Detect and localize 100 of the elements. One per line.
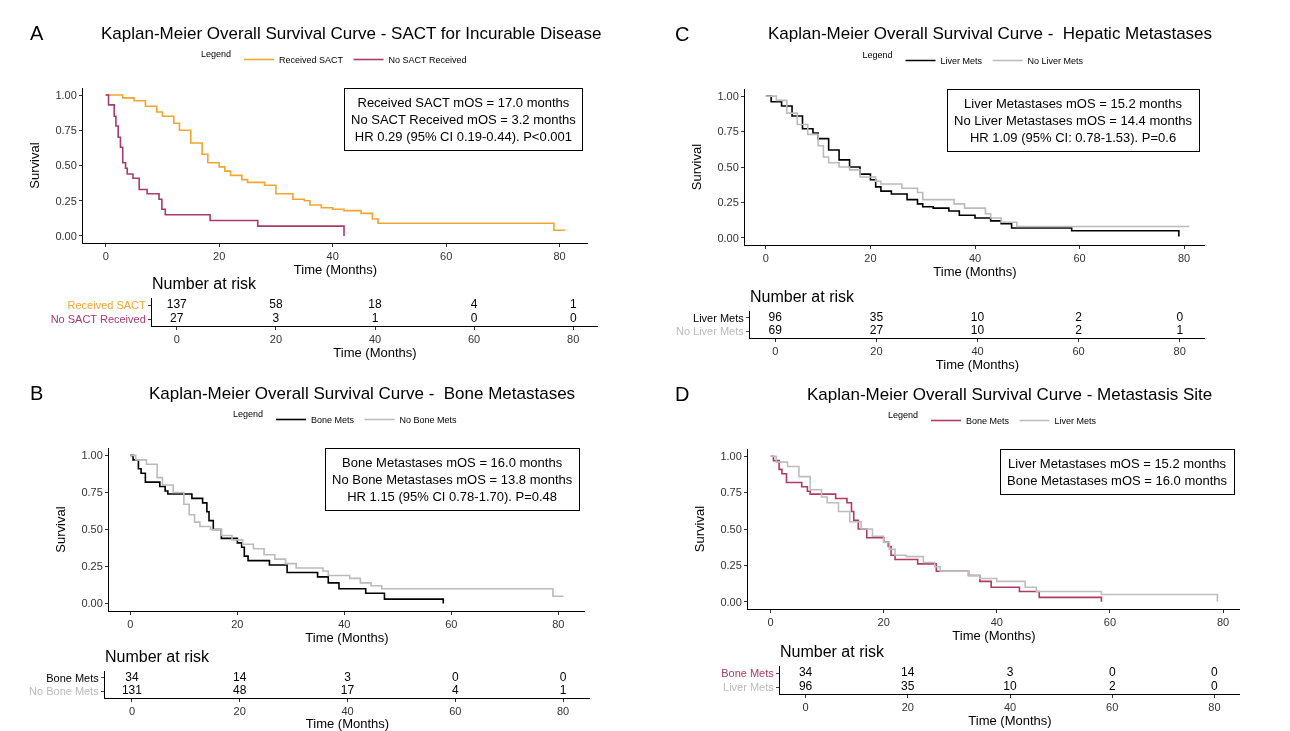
chart-title: Kaplan-Meier Overall Survival Curve - Bone Metastases — [149, 384, 576, 403]
y-tick-label: 0.25 — [81, 560, 103, 573]
y-tick-label: 0.75 — [717, 125, 739, 138]
y-tick-label: 0.75 — [55, 124, 77, 137]
data-label: 48 — [233, 683, 247, 698]
x-axis-title: Time (Months) — [305, 630, 389, 646]
x-tick-label: 60 — [1072, 345, 1085, 358]
data-label: 0 — [1108, 665, 1116, 679]
data-label: 34 — [125, 669, 139, 684]
x-tick-label: 60 — [1073, 252, 1086, 265]
annotation: Liver Metastases mOS = 15.2 months Bone Metastases mOS = 16.0 months — [1007, 456, 1228, 488]
y-tick-label: 1.00 — [720, 450, 742, 463]
chart-title: Kaplan-Meier Overall Survival Curve - SACT for Incurable Disease — [101, 24, 602, 43]
y-tick-label: No SACT Received — [50, 312, 146, 325]
data-label: 0 — [1211, 679, 1219, 693]
x-tick-label: 80 — [552, 618, 565, 631]
legend-label: Bone Mets — [966, 416, 1010, 427]
data-label: 3 — [344, 669, 352, 684]
x-tick-label: 80 — [553, 250, 566, 263]
y-tick-label: 0.75 — [720, 486, 742, 499]
data-label: 27 — [869, 323, 884, 338]
x-tick-label: 0 — [173, 333, 180, 346]
y-tick-label: 0.25 — [717, 196, 739, 209]
data-label: 2 — [1075, 323, 1083, 338]
x-axis-title: Time (Months) — [305, 716, 390, 731]
x-tick-label: 80 — [567, 333, 580, 346]
data-label: 14 — [901, 665, 915, 679]
x-tick-label: 80 — [1177, 252, 1191, 265]
y-tick-label: Liver Mets — [723, 680, 775, 693]
y-axis-title: Survival — [53, 506, 69, 553]
x-tick-label: 20 — [233, 705, 246, 718]
x-tick-label: 20 — [269, 333, 283, 346]
x-axis-title: Time (Months) — [293, 262, 378, 278]
annotation: Received SACT mOS = 17.0 months No SACT Received mOS = 3.2 months HR 0.29 (95% CI 0.19-0.44). P<0.001 — [351, 95, 577, 144]
data-label: 0 — [1176, 309, 1184, 324]
x-axis-title: Time (Months) — [935, 357, 1020, 373]
y-tick-label: 1.00 — [717, 89, 739, 102]
x-tick-label: 20 — [231, 618, 244, 631]
data-label: 0 — [569, 311, 577, 325]
y-tick-label: 0.50 — [81, 523, 103, 536]
data-label: 69 — [768, 323, 783, 338]
data-label: 1 — [1176, 323, 1184, 338]
data-label: 1 — [559, 683, 567, 698]
data-label: 0 — [470, 311, 478, 325]
chart-title: Kaplan-Meier Overall Survival Curve - Hepatic Metastases — [768, 24, 1213, 43]
x-tick-label: 40 — [338, 618, 351, 631]
data-label: 4 — [451, 683, 459, 698]
data-label: 10 — [970, 323, 985, 338]
legend-title: Legend — [233, 408, 264, 419]
data-label: 27 — [170, 311, 184, 325]
legend-label: No Bone Mets — [399, 415, 458, 426]
y-tick-label: 0.50 — [720, 522, 742, 535]
chart-title: Kaplan-Meier Overall Survival Curve - Metastasis Site — [807, 385, 1213, 404]
y-tick-label: 0.00 — [55, 229, 77, 242]
text: C — [675, 23, 690, 45]
legend-label: Liver Mets — [940, 56, 983, 67]
x-tick-label: 20 — [877, 616, 890, 629]
legend-label: No SACT Received — [388, 55, 467, 66]
x-tick-label: 60 — [1103, 616, 1117, 629]
x-tick-label: 40 — [971, 345, 984, 358]
y-tick-label: 0.50 — [717, 160, 739, 173]
data-label: 10 — [1003, 679, 1017, 693]
legend-label: No Liver Mets — [1027, 56, 1084, 67]
data-label: 0 — [559, 669, 567, 684]
y-tick-label: 1.00 — [81, 449, 103, 462]
y-axis-title: Survival — [692, 505, 708, 553]
x-tick-label: 0 — [128, 705, 135, 718]
legend-label: Liver Mets — [1054, 416, 1097, 427]
x-axis-title: Time (Months) — [333, 345, 417, 361]
data-label: 2 — [1108, 679, 1116, 693]
x-tick-label: 20 — [870, 345, 883, 358]
y-tick-label: 0.75 — [81, 486, 103, 499]
chart-title: Number at risk — [105, 648, 211, 665]
x-tick-label: 20 — [901, 701, 914, 714]
x-axis-title: Time (Months) — [933, 264, 1017, 280]
x-tick-label: 40 — [968, 252, 982, 265]
legend-title: Legend — [888, 409, 919, 420]
x-tick-label: 20 — [864, 252, 877, 265]
data-label: 18 — [368, 297, 382, 311]
x-tick-label: 0 — [767, 616, 774, 629]
data-label: 1 — [371, 311, 379, 325]
y-tick-label: 0.25 — [55, 194, 77, 207]
y-axis-title: Survival — [689, 143, 705, 191]
x-tick-label: 80 — [556, 705, 570, 718]
x-tick-label: 40 — [326, 250, 339, 263]
data-label: 137 — [166, 297, 188, 311]
y-tick-label: Liver Mets — [693, 311, 745, 324]
y-axis-title: Survival — [27, 142, 43, 189]
x-tick-label: 40 — [368, 333, 382, 346]
y-tick-label: No Liver Mets — [675, 325, 745, 338]
data-label: 96 — [768, 309, 783, 324]
x-tick-label: 60 — [440, 250, 453, 263]
data-label: 0 — [1211, 665, 1219, 679]
y-tick-label: Bone Mets — [46, 671, 100, 684]
y-tick-label: Bone Mets — [721, 666, 775, 679]
x-tick-label: 80 — [1173, 345, 1186, 358]
x-axis-title: Time (Months) — [968, 713, 1052, 729]
data-label: 35 — [869, 309, 884, 324]
chart-title: Number at risk — [750, 288, 856, 305]
y-tick-label: 1.00 — [55, 88, 77, 101]
